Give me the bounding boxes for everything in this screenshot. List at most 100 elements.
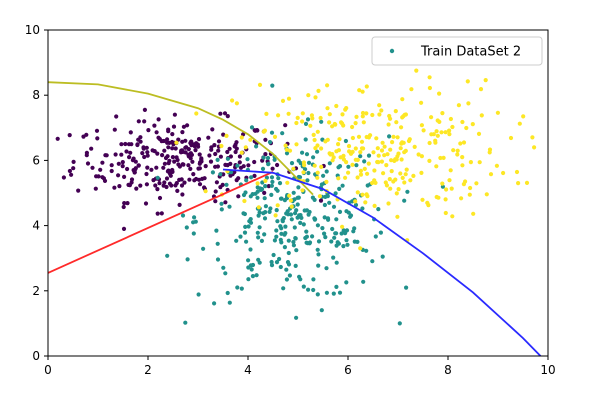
y-tick-label: 0 <box>32 349 40 363</box>
data-point <box>164 184 169 190</box>
data-point <box>477 160 482 165</box>
data-point <box>250 192 255 197</box>
data-point <box>370 180 375 186</box>
data-point <box>476 131 482 136</box>
data-point <box>175 157 180 163</box>
data-point <box>263 137 268 142</box>
data-point <box>196 292 201 297</box>
data-point <box>339 231 344 236</box>
data-point <box>370 259 375 264</box>
data-point <box>300 150 305 155</box>
data-point <box>287 273 292 278</box>
data-point <box>186 163 191 168</box>
data-point <box>304 234 309 239</box>
data-point <box>286 238 291 243</box>
data-point <box>354 114 359 119</box>
data-point <box>85 161 91 166</box>
data-point <box>224 182 229 187</box>
data-point <box>146 128 151 133</box>
data-point <box>194 141 199 146</box>
data-point <box>401 140 406 145</box>
data-point <box>346 144 352 149</box>
data-point <box>398 146 403 151</box>
data-point <box>161 138 166 144</box>
data-point <box>388 147 393 152</box>
data-point <box>269 259 274 265</box>
data-point <box>333 191 338 196</box>
data-point <box>121 226 127 231</box>
data-point <box>298 213 303 218</box>
data-point <box>84 150 89 155</box>
data-point <box>358 172 364 177</box>
data-point <box>286 96 292 101</box>
data-point <box>167 181 172 186</box>
data-point <box>330 226 335 232</box>
data-point <box>429 115 434 120</box>
data-point <box>257 225 262 230</box>
data-point <box>358 168 363 173</box>
data-point <box>272 134 278 139</box>
data-point <box>402 180 407 185</box>
data-point <box>350 149 355 154</box>
data-point <box>219 143 224 149</box>
data-point <box>315 170 320 175</box>
data-point <box>116 173 121 178</box>
data-point <box>263 178 268 183</box>
data-point <box>375 159 380 165</box>
data-point <box>516 181 521 186</box>
data-point <box>212 143 217 148</box>
data-point <box>313 95 318 100</box>
data-point <box>391 134 396 139</box>
data-point <box>358 154 363 159</box>
data-point <box>374 136 379 141</box>
data-point <box>316 88 321 93</box>
data-point <box>261 155 266 160</box>
data-point <box>295 195 300 200</box>
data-point <box>276 113 281 118</box>
data-point <box>190 159 195 164</box>
data-point <box>243 145 248 150</box>
data-point <box>247 219 252 224</box>
data-point <box>283 143 288 148</box>
data-point <box>84 132 89 137</box>
data-point <box>209 147 214 152</box>
data-point <box>456 103 461 108</box>
data-point <box>256 205 261 210</box>
data-point <box>306 287 311 292</box>
data-point <box>289 204 294 209</box>
data-point <box>185 123 190 128</box>
data-point <box>334 231 339 236</box>
data-point <box>307 209 312 215</box>
data-point <box>377 112 382 117</box>
data-point <box>248 137 253 142</box>
data-point <box>372 203 377 208</box>
data-point <box>364 134 369 140</box>
data-point <box>379 108 384 113</box>
data-point <box>144 145 149 150</box>
data-point <box>343 138 348 144</box>
data-point <box>145 153 150 158</box>
data-point <box>126 142 132 147</box>
data-point <box>188 166 193 171</box>
data-point <box>331 255 336 260</box>
data-point <box>208 159 214 164</box>
data-point <box>322 202 327 208</box>
data-point <box>331 155 336 160</box>
data-point <box>439 130 444 135</box>
x-tick-label: 8 <box>444 363 452 377</box>
data-point <box>93 186 98 191</box>
data-point <box>370 112 375 118</box>
data-point <box>291 243 296 248</box>
data-point <box>95 136 100 141</box>
data-point <box>361 146 366 151</box>
data-point <box>300 111 305 116</box>
data-point <box>323 194 328 199</box>
data-point <box>311 277 316 282</box>
data-point <box>142 119 147 124</box>
data-point <box>218 111 223 116</box>
data-point <box>228 173 233 178</box>
data-point <box>403 172 408 177</box>
data-point <box>360 206 365 211</box>
data-point <box>262 232 267 237</box>
data-point <box>319 119 324 124</box>
